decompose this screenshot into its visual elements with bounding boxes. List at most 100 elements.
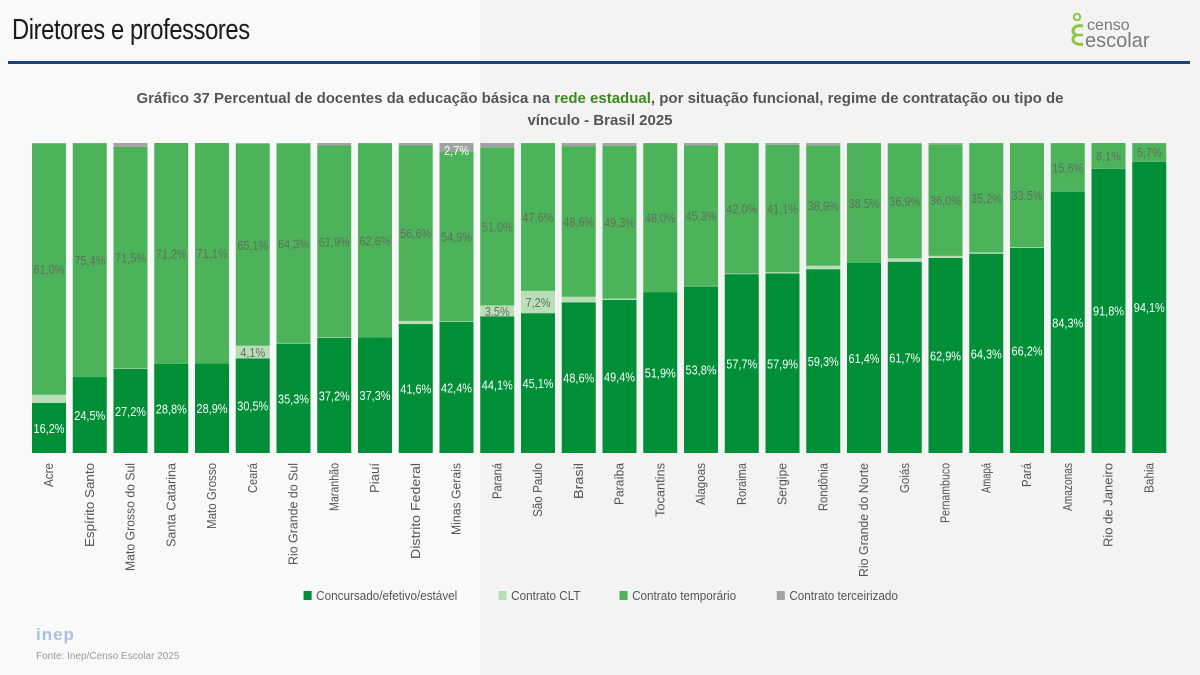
category-label-amazonas: Amazonas [1061, 463, 1075, 511]
label-contrato-temporario-santa-catarina: 71,2% [156, 247, 187, 261]
category-label-acre: Acre [42, 463, 56, 487]
bar-contrato-temporario-rio-grande-do-norte [847, 143, 881, 263]
label-contrato-temporario-parana: 51,0% [482, 220, 513, 234]
category-label-brasil: Brasil [572, 463, 586, 499]
legend-swatch-contrato-temporario [619, 591, 628, 600]
label-contrato-temporario-rio-grande-do-norte: 38,5% [849, 197, 880, 211]
bar-contrato-clt-maranhao [317, 337, 352, 338]
bar-contrato-clt-distrito-federal [398, 320, 433, 325]
label-concursado-efetivo-estavel-paraiba: 49,4% [604, 370, 635, 384]
label-contrato-temporario-mato-grosso: 71,1% [197, 247, 228, 261]
bar-contrato-terceirizado-amapa [969, 143, 1004, 144]
label-concursado-efetivo-estavel-rondonia: 59,3% [808, 355, 839, 369]
bar-contrato-clt-parana [480, 305, 515, 317]
label-contrato-temporario-para: 33,5% [1012, 189, 1043, 203]
category-label-espirito-santo: Espírito Santo [83, 463, 97, 547]
category-label-santa-catarina: Santa Catarina [164, 463, 178, 547]
bar-contrato-clt-brasil [561, 296, 596, 303]
bar-contrato-temporario-rio-de-janeiro [1091, 143, 1126, 169]
category-label-paraiba: Paraíba [613, 463, 627, 505]
bar-contrato-temporario-bahia [1132, 143, 1167, 161]
bar-contrato-temporario-tocantins [643, 143, 678, 293]
bar-contrato-clt-pernambuco [928, 255, 963, 259]
legend-swatch-concursado-efetivo-estavel [303, 591, 312, 600]
bar-contrato-clt-alagoas [684, 285, 718, 287]
category-label-sao-paulo: São Paulo [531, 463, 545, 517]
label-concursado-efetivo-estavel-acre: 16,2% [34, 422, 65, 436]
bar-contrato-terceirizado-distrito-federal [398, 143, 433, 146]
label-contrato-temporario-rio-grande-do-sul: 64,3% [278, 237, 309, 251]
bar-contrato-terceirizado-espirito-santo [72, 143, 107, 144]
category-label-ceara: Ceará [246, 463, 260, 493]
category-label-rio-de-janeiro: Rio de Janeiro [1102, 463, 1116, 547]
category-label-rio-grande-do-norte: Rio Grande do Norte [857, 463, 871, 577]
bar-concursado-efetivo-estavel-amapa [969, 253, 1004, 453]
bar-contrato-terceirizado-bahia [1132, 143, 1167, 144]
bar-contrato-terceirizado-tocantins [643, 143, 678, 144]
label-concursado-efetivo-estavel-roraima: 57,7% [726, 358, 757, 372]
chart-legend: Concursado/efetivo/estável Contrato CLT Co… [0, 588, 1200, 603]
legend-label-contrato-temporario: Contrato temporário [631, 588, 736, 603]
label-concursado-efetivo-estavel-ceara: 30,5% [237, 400, 268, 414]
label-concursado-efetivo-estavel-tocantins: 51,9% [645, 367, 676, 381]
bar-contrato-terceirizado-rondonia [806, 143, 841, 146]
inep-logo: inep [36, 625, 75, 644]
label-concursado-efetivo-estavel-distrito-federal: 41,6% [400, 383, 431, 397]
label-contrato-temporario-ceara: 65,1% [237, 239, 268, 253]
category-label-rondonia: Rondônia [816, 463, 830, 511]
bar-contrato-clt-sergipe [765, 272, 800, 274]
censo-escolar-logo-icon [1071, 12, 1084, 46]
source-note: Fonte: Inep/Censo Escolar 2025 [36, 651, 180, 662]
bar-contrato-terceirizado-rio-grande-do-sul [276, 143, 311, 144]
label-concursado-efetivo-estavel-maranhao: 37,2% [319, 389, 350, 403]
legend-item-concursado-efetivo-estavel: Concursado/efetivo/estável [303, 588, 457, 603]
bar-concursado-efetivo-estavel-paraiba [602, 299, 637, 453]
chart-title-suffix: , por situação funcional, regime de cont… [527, 90, 1064, 129]
bar-contrato-temporario-para [1010, 143, 1044, 248]
label-concursado-efetivo-estavel-rio-grande-do-sul: 35,3% [278, 392, 309, 406]
label-contrato-temporario-mato-grosso-do-sul: 71,5% [115, 252, 146, 266]
category-label-maranhao: Maranhão [327, 463, 341, 511]
bar-concursado-efetivo-estavel-tocantins [643, 292, 678, 453]
bar-contrato-clt-rondonia [806, 265, 841, 270]
bar-contrato-temporario-paraiba [602, 145, 637, 299]
title-divider [8, 61, 1190, 64]
bar-contrato-terceirizado-maranhao [317, 143, 352, 146]
bar-contrato-terceirizado-paraiba [602, 143, 637, 146]
bar-contrato-temporario-mato-grosso-do-sul [113, 146, 148, 369]
bar-concursado-efetivo-estavel-mato-grosso-do-sul [113, 368, 148, 453]
label-concursado-efetivo-estavel-mato-grosso: 28,9% [197, 402, 228, 416]
bar-contrato-terceirizado-goias [887, 143, 922, 144]
label-contrato-temporario-amazonas: 15,6% [1052, 161, 1083, 175]
category-label-goias: Goiás [898, 463, 912, 493]
label-contrato-clt-ceara: 4,1% [240, 346, 265, 360]
censo-escolar-logo: censo escolar [1068, 12, 1168, 52]
bar-contrato-terceirizado-para [1010, 143, 1044, 144]
bar-contrato-clt-goias [887, 258, 922, 262]
label-contrato-temporario-sergipe: 41,1% [767, 203, 798, 217]
category-label-alagoas: Alagoas [694, 463, 708, 505]
bar-contrato-terceirizado-sergipe [765, 143, 800, 145]
category-label-tocantins: Tocantins [653, 463, 667, 517]
label-concursado-efetivo-estavel-santa-catarina: 28,8% [156, 402, 187, 416]
label-concursado-efetivo-estavel-parana: 44,1% [482, 379, 513, 393]
bar-contrato-terceirizado-roraima [724, 143, 759, 144]
bar-concursado-efetivo-estavel-rio-de-janeiro [1091, 168, 1126, 454]
label-concursado-efetivo-estavel-minas-gerais: 42,4% [441, 381, 472, 395]
bar-contrato-clt-rio-grande-do-sul [276, 342, 311, 344]
category-label-sergipe: Sergipe [776, 463, 790, 505]
bar-contrato-temporario-goias [887, 143, 922, 259]
bar-contrato-temporario-rondonia [806, 145, 841, 266]
bar-contrato-terceirizado-brasil [561, 143, 596, 147]
bar-concursado-efetivo-estavel-rio-grande-do-norte [847, 262, 881, 453]
chart-title: Gráfico 37 Percentual de docentes da edu… [120, 88, 1080, 132]
chart-title-highlight: rede estadual [554, 90, 651, 107]
label-contrato-temporario-bahia: 5,7% [1137, 146, 1162, 160]
bar-concursado-efetivo-estavel-amazonas [1050, 191, 1085, 454]
bar-contrato-terceirizado-parana [480, 143, 515, 148]
label-concursado-efetivo-estavel-piaui: 37,3% [360, 389, 391, 403]
bar-contrato-clt-rio-de-janeiro [1091, 168, 1126, 169]
category-label-minas-gerais: Minas Gerais [450, 463, 464, 535]
bar-contrato-temporario-maranhao [317, 145, 352, 338]
label-contrato-temporario-goias: 36,9% [889, 195, 920, 209]
